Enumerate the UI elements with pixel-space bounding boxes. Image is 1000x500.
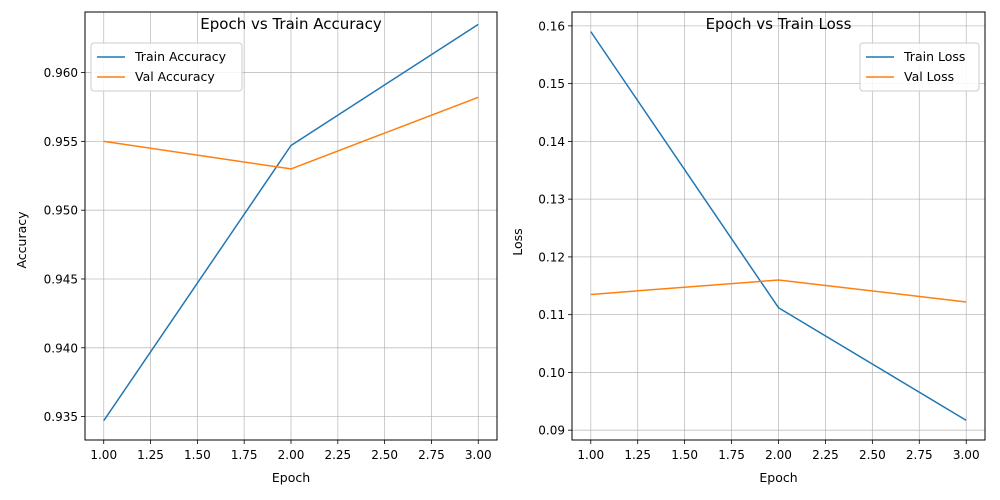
- y-tick-label: 0.12: [538, 250, 565, 264]
- chart-title: Epoch vs Train Loss: [706, 15, 852, 33]
- x-tick-label: 1.00: [577, 448, 604, 462]
- y-axis-ticks: 0.09 0.10 0.11 0.12 0.13 0.14 0.15 0.16: [538, 19, 572, 438]
- y-tick-label: 0.950: [44, 204, 78, 218]
- x-tick-label: 2.50: [859, 448, 886, 462]
- x-tick-label: 2.00: [278, 448, 305, 462]
- chart-title: Epoch vs Train Accuracy: [200, 15, 382, 33]
- legend: Train Accuracy Val Accuracy: [90, 42, 243, 92]
- series-lines: [103, 23, 479, 422]
- series-lines: [590, 31, 967, 422]
- y-tick-label: 0.940: [44, 341, 78, 355]
- y-tick-label: 0.960: [44, 66, 78, 80]
- x-axis-ticks: 1.00 1.25 1.50 1.75 2.00 2.25 2.50 2.75 3.00: [90, 440, 492, 462]
- x-tick-label: 2.75: [418, 448, 445, 462]
- legend-label-val-accuracy: Val Accuracy: [135, 69, 215, 84]
- y-tick-label: 0.935: [44, 410, 78, 424]
- legend-frame: [90, 42, 243, 92]
- gridlines: [572, 12, 985, 440]
- chart-panel-accuracy: 1.00 1.25 1.50 1.75 2.00 2.25 2.50 2.75 3.00 0.9…: [14, 11, 498, 485]
- legend-label-train-loss: Train Loss: [903, 49, 965, 64]
- y-axis-label: Accuracy: [14, 211, 29, 269]
- chart-panel-loss: 1.00 1.25 1.50 1.75 2.00 2.25 2.50 2.75 3.00 0.0…: [510, 11, 986, 485]
- legend-label-train-accuracy: Train Accuracy: [134, 49, 227, 64]
- x-tick-label: 1.75: [718, 448, 745, 462]
- y-tick-label: 0.11: [538, 308, 565, 322]
- y-tick-label: 0.15: [538, 77, 565, 91]
- x-tick-label: 3.00: [465, 448, 492, 462]
- x-tick-label: 2.25: [812, 448, 839, 462]
- x-tick-label: 1.25: [137, 448, 164, 462]
- x-tick-label: 1.75: [231, 448, 258, 462]
- x-tick-label: 2.25: [324, 448, 351, 462]
- x-tick-label: 2.75: [906, 448, 933, 462]
- x-tick-label: 2.50: [371, 448, 398, 462]
- x-axis-ticks: 1.00 1.25 1.50 1.75 2.00 2.25 2.50 2.75 3.00: [577, 440, 980, 462]
- series-line-train-accuracy: [103, 23, 479, 422]
- series-line-val-loss: [590, 279, 967, 303]
- x-tick-label: 1.50: [184, 448, 211, 462]
- x-tick-label: 2.00: [765, 448, 792, 462]
- legend-frame: [859, 42, 980, 92]
- x-tick-label: 1.50: [671, 448, 698, 462]
- legend: Train Loss Val Loss: [859, 42, 980, 92]
- y-tick-label: 0.10: [538, 366, 565, 380]
- y-tick-label: 0.09: [538, 424, 565, 438]
- series-line-val-accuracy: [103, 96, 479, 170]
- y-tick-label: 0.955: [44, 135, 78, 149]
- y-tick-label: 0.13: [538, 193, 565, 207]
- series-line-train-loss: [590, 31, 967, 422]
- y-axis-label: Loss: [510, 228, 525, 255]
- x-axis-label: Epoch: [759, 470, 797, 485]
- x-tick-label: 1.25: [624, 448, 651, 462]
- x-tick-label: 3.00: [953, 448, 980, 462]
- y-axis-ticks: 0.935 0.940 0.945 0.950 0.955 0.960: [44, 66, 85, 424]
- x-axis-label: Epoch: [272, 470, 310, 485]
- legend-label-val-loss: Val Loss: [904, 69, 954, 84]
- y-tick-label: 0.14: [538, 135, 565, 149]
- y-tick-label: 0.945: [44, 272, 78, 286]
- x-tick-label: 1.00: [90, 448, 117, 462]
- y-tick-label: 0.16: [538, 19, 565, 33]
